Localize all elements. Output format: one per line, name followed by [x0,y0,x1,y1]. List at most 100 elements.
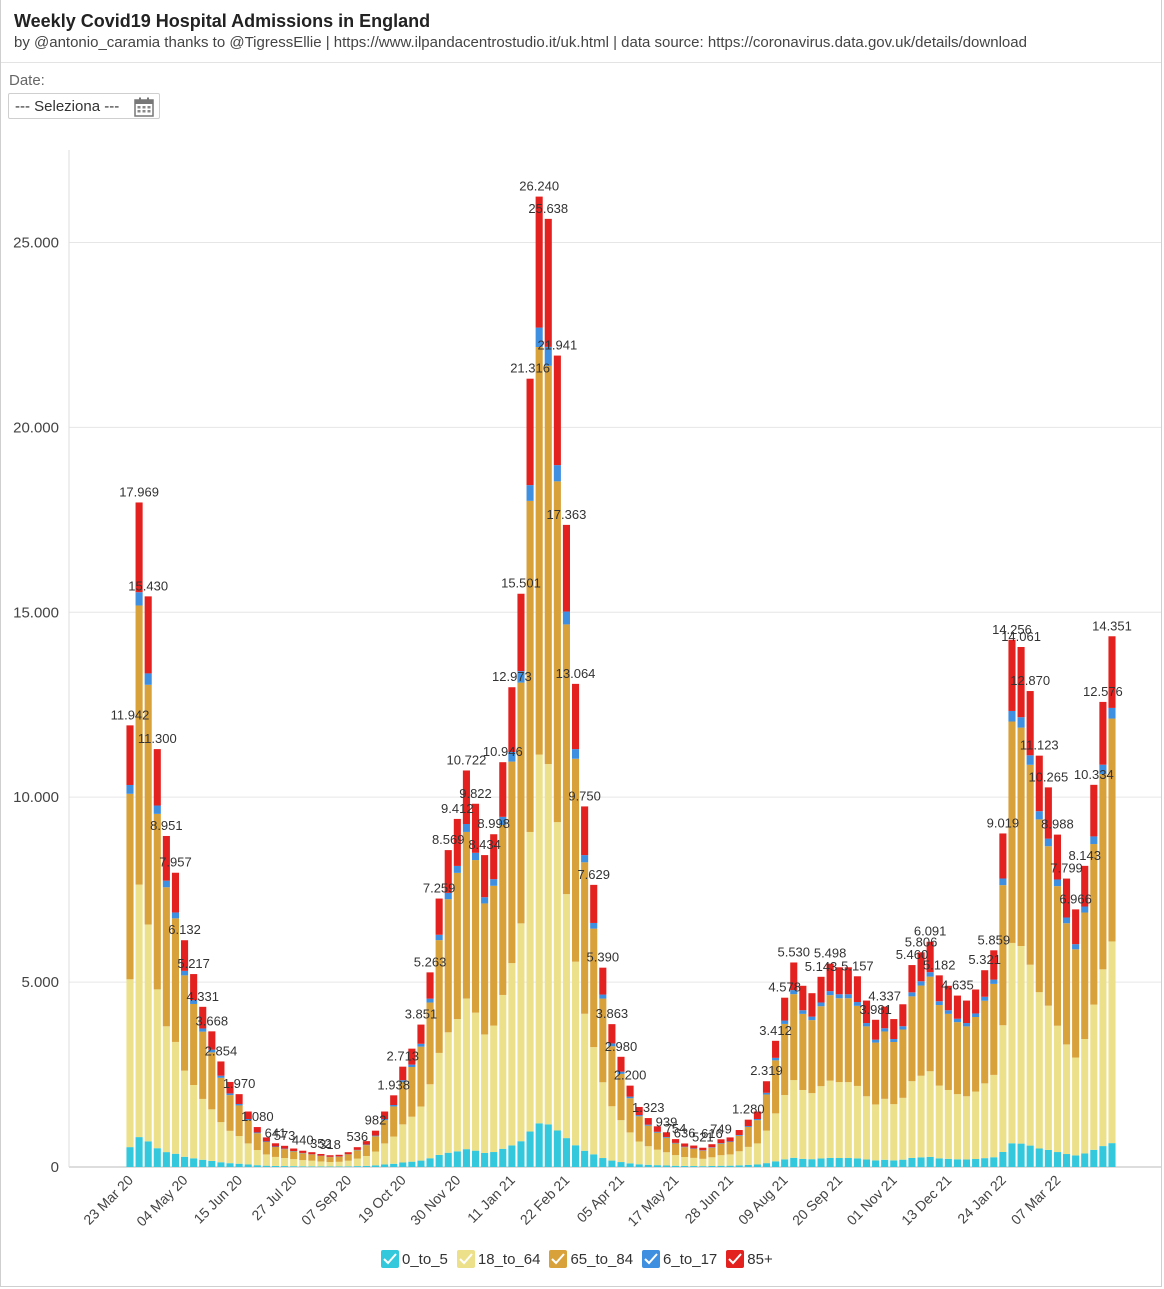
bar-segment-6_to_17[interactable] [553,465,561,482]
bar-segment-65_to_84[interactable] [972,1017,980,1092]
bar-segment-6_to_17[interactable] [408,1064,416,1068]
checkbox-checked-icon[interactable] [726,1250,745,1268]
bar-segment-0_to_5[interactable] [262,1165,270,1167]
bar-segment-18_to_64[interactable] [790,1080,798,1158]
bar-segment-0_to_5[interactable] [790,1157,798,1167]
bar-segment-18_to_64[interactable] [462,998,470,1150]
bar-segment-0_to_5[interactable] [1035,1148,1043,1167]
bar-segment-85plus[interactable] [953,995,961,1019]
bar-segment-18_to_64[interactable] [344,1160,352,1167]
bar-segment-85plus[interactable] [381,1111,389,1120]
bar-segment-0_to_5[interactable] [126,1147,134,1167]
bar-segment-18_to_64[interactable] [799,1089,807,1159]
bar-segment-85plus[interactable] [417,1024,425,1044]
bar-segment-0_to_5[interactable] [181,1156,189,1167]
bar-segment-85plus[interactable] [190,974,198,1001]
bar-segment-85plus[interactable] [1090,784,1098,837]
bar-segment-18_to_64[interactable] [926,1071,934,1157]
bar-segment-85plus[interactable] [153,749,161,806]
bar-segment-6_to_17[interactable] [481,897,489,904]
bar-segment-65_to_84[interactable] [1099,774,1107,970]
bar-segment-18_to_64[interactable] [199,1098,207,1160]
bar-segment-18_to_64[interactable] [517,923,525,1142]
bar-segment-85plus[interactable] [944,985,952,1011]
bar-segment-85plus[interactable] [608,1024,616,1044]
bar-segment-6_to_17[interactable] [371,1135,380,1137]
bar-segment-85plus[interactable] [1072,909,1080,945]
bar-segment-0_to_5[interactable] [153,1148,161,1167]
bar-segment-85plus[interactable] [881,1006,889,1029]
bar-segment-6_to_17[interactable] [426,998,434,1003]
bar-segment-65_to_84[interactable] [1026,764,1034,965]
bar-segment-6_to_17[interactable] [962,1023,971,1027]
bar-segment-85plus[interactable] [208,1031,216,1050]
bar-segment-0_to_5[interactable] [1062,1154,1071,1167]
bar-segment-85plus[interactable] [253,1127,261,1133]
bar-segment-18_to_64[interactable] [308,1160,316,1167]
bar-segment-85plus[interactable] [635,1106,643,1116]
bar-segment-6_to_17[interactable] [399,1080,407,1083]
bar-segment-6_to_17[interactable] [799,1010,807,1014]
bar-segment-0_to_5[interactable] [935,1158,943,1167]
bar-segment-85plus[interactable] [999,833,1007,879]
bar-segment-65_to_84[interactable] [908,996,916,1082]
bar-segment-18_to_64[interactable] [499,994,507,1149]
bar-segment-6_to_17[interactable] [808,1016,816,1021]
bar-segment-65_to_84[interactable] [226,1095,234,1131]
bar-segment-6_to_17[interactable] [262,1141,270,1143]
bar-segment-85plus[interactable] [962,1000,971,1024]
bar-segment-18_to_64[interactable] [981,1083,989,1159]
bar-segment-18_to_64[interactable] [699,1158,707,1167]
bar-segment-18_to_64[interactable] [417,1106,425,1161]
bar-segment-0_to_5[interactable] [844,1158,852,1167]
bar-segment-65_to_84[interactable] [853,1005,861,1086]
bar-segment-85plus[interactable] [762,1081,771,1093]
bar-segment-0_to_5[interactable] [144,1141,152,1167]
bar-segment-0_to_5[interactable] [426,1158,434,1167]
bar-segment-6_to_17[interactable] [417,1043,425,1047]
bar-segment-85plus[interactable] [226,1081,234,1094]
bar-segment-0_to_5[interactable] [217,1162,225,1167]
bar-segment-85plus[interactable] [1026,691,1034,756]
bar-segment-0_to_5[interactable] [1090,1149,1098,1167]
bar-segment-0_to_5[interactable] [362,1165,370,1167]
bar-segment-65_to_84[interactable] [708,1147,716,1158]
bar-segment-18_to_64[interactable] [644,1146,652,1165]
bar-segment-85plus[interactable] [290,1148,298,1152]
bar-segment-65_to_84[interactable] [599,998,607,1083]
bar-segment-0_to_5[interactable] [662,1165,671,1167]
bar-segment-85plus[interactable] [408,1048,416,1065]
bar-segment-0_to_5[interactable] [1008,1143,1016,1167]
bar-segment-6_to_17[interactable] [790,990,798,995]
bar-segment-0_to_5[interactable] [817,1158,825,1167]
bar-segment-85plus[interactable] [935,975,943,1002]
bar-segment-85plus[interactable] [262,1137,270,1142]
bar-segment-0_to_5[interactable] [326,1166,334,1167]
bar-segment-85plus[interactable] [244,1111,252,1120]
bar-segment-65_to_84[interactable] [1008,721,1016,943]
bar-segment-6_to_17[interactable] [199,1028,207,1032]
bar-segment-85plus[interactable] [772,1040,780,1058]
bar-segment-85plus[interactable] [462,770,470,825]
bar-segment-6_to_17[interactable] [1072,944,1080,950]
bar-segment-0_to_5[interactable] [281,1166,289,1167]
bar-segment-18_to_64[interactable] [690,1157,698,1167]
bar-segment-65_to_84[interactable] [681,1147,689,1158]
bar-segment-0_to_5[interactable] [917,1157,925,1167]
bar-segment-85plus[interactable] [444,850,452,893]
bar-segment-18_to_64[interactable] [653,1149,661,1166]
bar-segment-0_to_5[interactable] [590,1154,598,1167]
bar-segment-65_to_84[interactable] [126,793,134,980]
bar-segment-6_to_17[interactable] [999,878,1007,886]
bar-segment-65_to_84[interactable] [353,1150,361,1159]
bar-segment-0_to_5[interactable] [899,1159,907,1167]
bar-segment-85plus[interactable] [481,855,489,898]
bar-segment-65_to_84[interactable] [199,1031,207,1099]
bar-segment-6_to_17[interactable] [590,922,598,929]
bar-segment-6_to_17[interactable] [726,1141,734,1143]
bar-segment-85plus[interactable] [571,683,580,750]
bar-segment-6_to_17[interactable] [1062,917,1071,924]
bar-segment-6_to_17[interactable] [581,855,589,863]
bar-segment-85plus[interactable] [890,1019,898,1040]
bar-segment-0_to_5[interactable] [753,1164,761,1167]
